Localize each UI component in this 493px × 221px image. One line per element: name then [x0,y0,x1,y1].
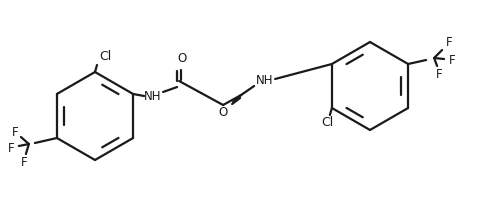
Text: Cl: Cl [321,116,333,128]
Text: F: F [7,143,14,156]
Text: NH: NH [144,91,162,103]
Text: F: F [446,36,453,50]
Text: O: O [177,53,187,65]
Text: O: O [218,107,228,120]
Text: Cl: Cl [99,50,111,63]
Text: F: F [449,53,456,67]
Text: F: F [11,126,18,139]
Text: NH: NH [256,74,274,88]
Text: F: F [436,67,442,80]
Text: F: F [21,156,27,168]
